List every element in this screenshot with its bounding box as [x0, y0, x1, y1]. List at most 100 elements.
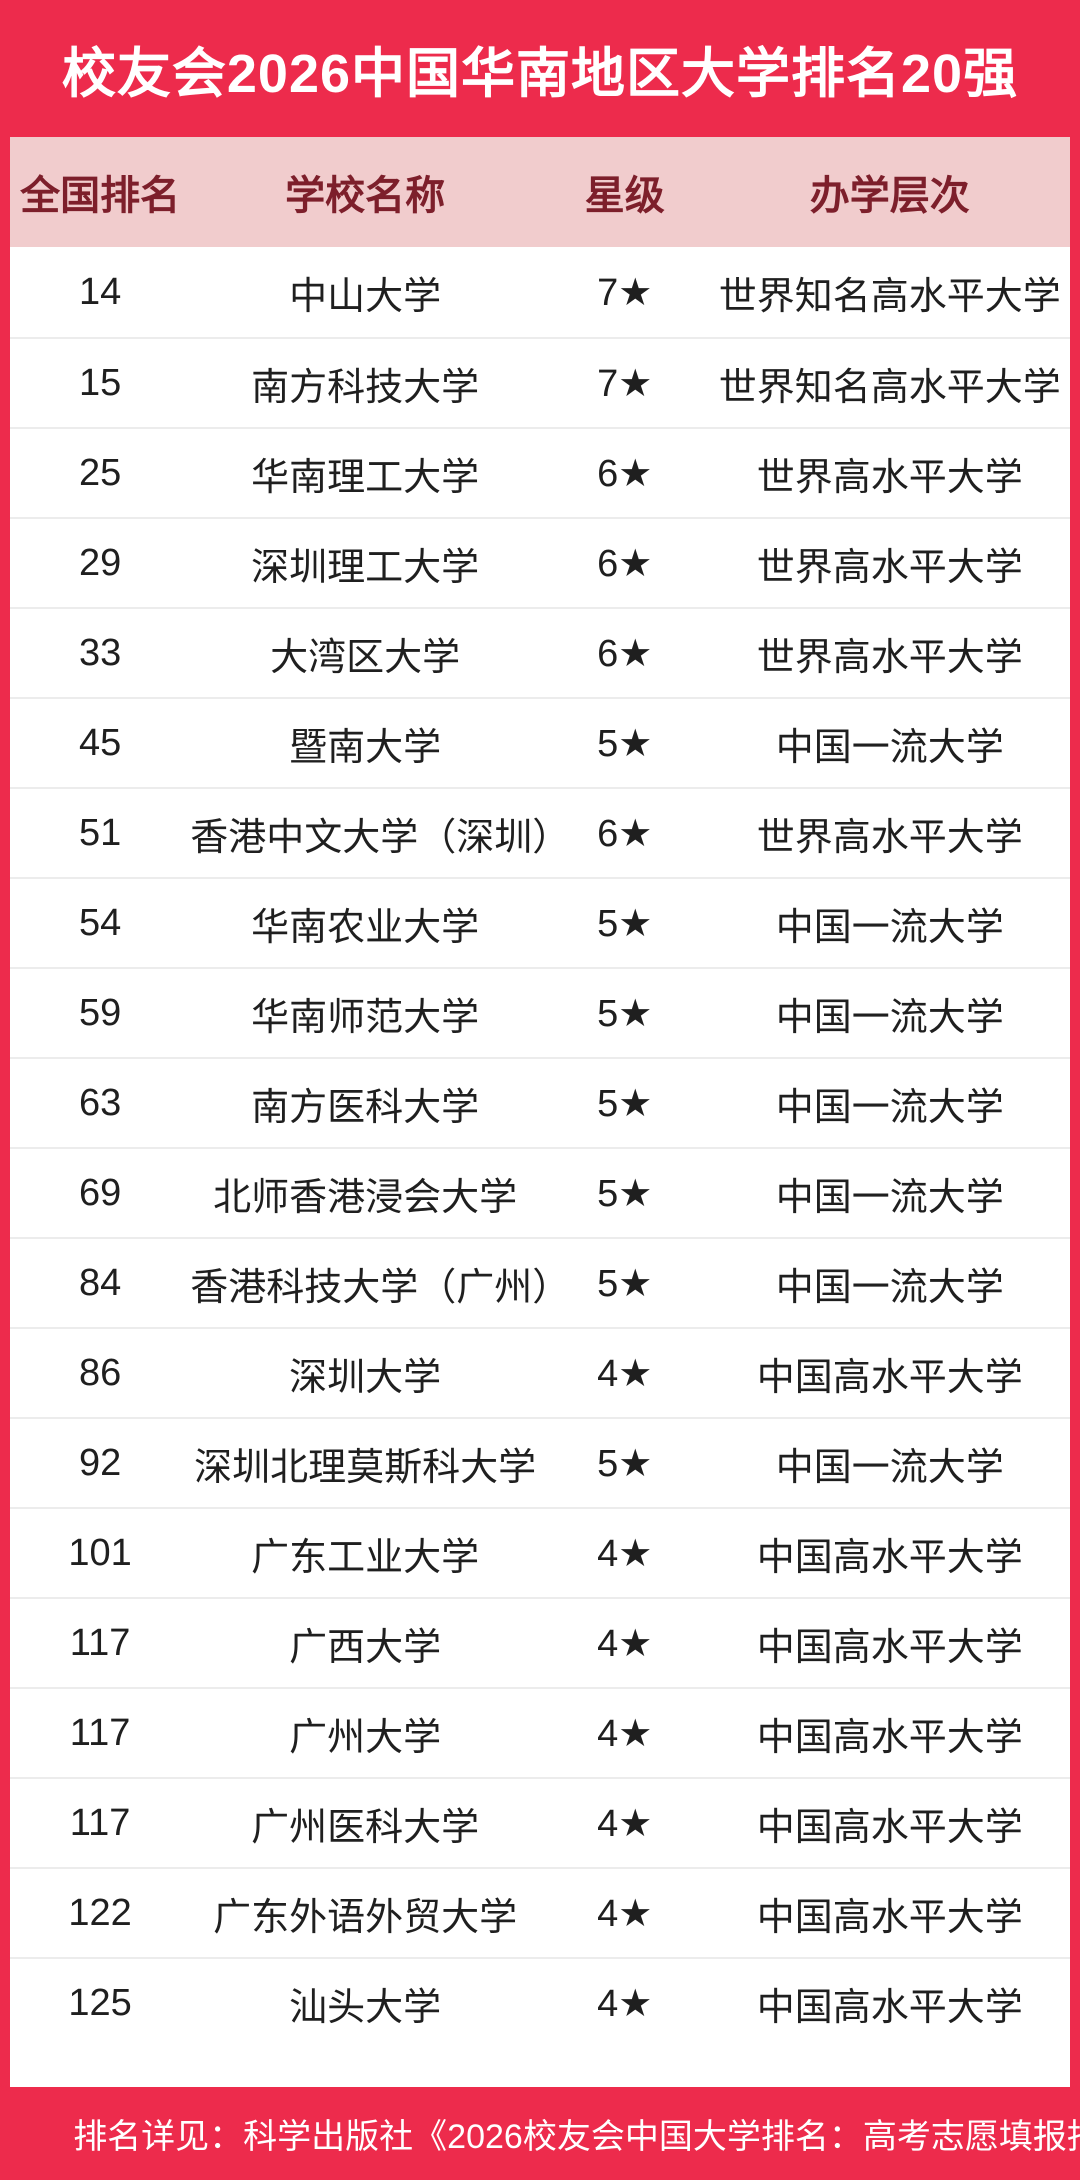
page-title: 校友会2026中国华南地区大学排名20强: [61, 44, 1019, 104]
table-row: 33 大湾区大学 6★ 世界高水平大学: [10, 607, 1070, 697]
table-row: 15 南方科技大学 7★ 世界知名高水平大学: [10, 337, 1070, 427]
star-cell: 5★: [597, 902, 653, 945]
star-cell: 5★: [597, 1082, 653, 1125]
star-cell: 4★: [597, 1352, 653, 1395]
rank-cell: 51: [78, 811, 122, 854]
level-cell: 中国一流大学: [775, 1176, 1004, 1219]
header-star: 星级: [584, 174, 665, 218]
school-name-cell: 广西大学: [289, 1626, 442, 1669]
school-name-cell: 广州医科大学: [251, 1806, 480, 1849]
school-name-cell: 中山大学: [289, 275, 442, 318]
school-name-cell: 深圳大学: [289, 1356, 442, 1399]
level-cell: 世界知名高水平大学: [718, 366, 1061, 409]
star-cell: 5★: [597, 1262, 653, 1305]
footer-banner: 排名详见：科学出版社《2026校友会中国大学排名：高考志愿填报指南》: [0, 2087, 1080, 2180]
table-row: 51 香港中文大学（深圳） 6★ 世界高水平大学: [10, 787, 1070, 877]
level-cell: 中国一流大学: [775, 996, 1004, 1039]
star-cell: 6★: [597, 452, 653, 495]
rank-cell: 54: [78, 901, 122, 944]
table-row: 86 深圳大学 4★ 中国高水平大学: [10, 1327, 1070, 1417]
rank-cell: 117: [69, 1801, 131, 1844]
school-name-cell: 华南农业大学: [251, 906, 480, 949]
table-row: 54 华南农业大学 5★ 中国一流大学: [10, 877, 1070, 967]
level-cell: 世界高水平大学: [756, 456, 1023, 499]
level-cell: 中国一流大学: [775, 1086, 1004, 1129]
school-name-cell: 北师香港浸会大学: [213, 1176, 518, 1219]
ranking-table: 全国排名 学校名称 星级 办学层次 14 中山大学 7★ 世界知名高水平大学 1…: [10, 137, 1070, 2087]
rank-cell: 63: [78, 1081, 122, 1124]
table-row: 69 北师香港浸会大学 5★ 中国一流大学: [10, 1147, 1070, 1237]
table-body: 14 中山大学 7★ 世界知名高水平大学 15 南方科技大学 7★ 世界知名高水…: [10, 247, 1070, 2047]
rank-cell: 15: [78, 361, 122, 404]
school-name-cell: 华南理工大学: [251, 456, 480, 499]
school-name-cell: 广东外语外贸大学: [213, 1896, 518, 1939]
table-row: 59 华南师范大学 5★ 中国一流大学: [10, 967, 1070, 1057]
table-row: 63 南方医科大学 5★ 中国一流大学: [10, 1057, 1070, 1147]
rank-cell: 125: [68, 1981, 132, 2024]
header-level: 办学层次: [809, 174, 970, 218]
school-name-cell: 暨南大学: [289, 726, 442, 769]
level-cell: 中国一流大学: [775, 1266, 1004, 1309]
table-row: 122 广东外语外贸大学 4★ 中国高水平大学: [10, 1867, 1070, 1957]
star-cell: 4★: [597, 1802, 653, 1845]
table-row: 117 广州医科大学 4★ 中国高水平大学: [10, 1777, 1070, 1867]
rank-cell: 25: [78, 451, 122, 494]
star-cell: 4★: [597, 1622, 653, 1665]
rank-cell: 29: [78, 541, 122, 584]
star-cell: 5★: [597, 722, 653, 765]
level-cell: 中国高水平大学: [756, 1896, 1023, 1939]
table-row: 101 广东工业大学 4★ 中国高水平大学: [10, 1507, 1070, 1597]
star-cell: 6★: [597, 632, 653, 675]
rank-cell: 45: [78, 721, 122, 764]
header-school: 学校名称: [285, 174, 446, 218]
level-cell: 中国高水平大学: [756, 1806, 1023, 1849]
table-row: 45 暨南大学 5★ 中国一流大学: [10, 697, 1070, 787]
level-cell: 中国一流大学: [775, 1446, 1004, 1489]
level-cell: 世界高水平大学: [756, 546, 1023, 589]
school-name-cell: 香港中文大学（深圳）: [190, 816, 571, 859]
rank-cell: 86: [78, 1351, 122, 1394]
school-name-cell: 汕头大学: [289, 1986, 442, 2029]
rank-cell: 117: [69, 1621, 131, 1664]
level-cell: 世界高水平大学: [756, 636, 1023, 679]
table-row: 125 汕头大学 4★ 中国高水平大学: [10, 1957, 1070, 2047]
school-name-cell: 华南师范大学: [251, 996, 480, 1039]
star-cell: 4★: [597, 1892, 653, 1935]
school-name-cell: 广东工业大学: [251, 1536, 480, 1579]
school-name-cell: 香港科技大学（广州）: [190, 1266, 571, 1309]
school-name-cell: 深圳北理莫斯科大学: [194, 1446, 537, 1489]
table-row: 14 中山大学 7★ 世界知名高水平大学: [10, 247, 1070, 337]
level-cell: 中国高水平大学: [756, 1356, 1023, 1399]
title-banner: 校友会2026中国华南地区大学排名20强: [0, 0, 1080, 137]
school-name-cell: 南方科技大学: [251, 366, 480, 409]
level-cell: 中国一流大学: [775, 906, 1004, 949]
star-cell: 7★: [597, 271, 653, 314]
star-cell: 4★: [597, 1712, 653, 1755]
star-cell: 5★: [597, 1172, 653, 1215]
school-name-cell: 大湾区大学: [270, 636, 461, 679]
level-cell: 世界知名高水平大学: [718, 275, 1061, 318]
rank-cell: 69: [78, 1171, 122, 1214]
rank-cell: 101: [68, 1531, 132, 1574]
school-name-cell: 南方医科大学: [251, 1086, 480, 1129]
rank-cell: 59: [78, 991, 122, 1034]
table-row: 117 广州大学 4★ 中国高水平大学: [10, 1687, 1070, 1777]
table-row: 29 深圳理工大学 6★ 世界高水平大学: [10, 517, 1070, 607]
rank-cell: 33: [78, 631, 122, 674]
rank-cell: 84: [78, 1261, 122, 1304]
rank-cell: 14: [78, 270, 122, 313]
table-row: 25 华南理工大学 6★ 世界高水平大学: [10, 427, 1070, 517]
header-rank: 全国排名: [20, 174, 181, 218]
level-cell: 中国高水平大学: [756, 1986, 1023, 2029]
level-cell: 中国高水平大学: [756, 1716, 1023, 1759]
rank-cell: 122: [68, 1891, 132, 1934]
school-name-cell: 深圳理工大学: [251, 546, 480, 589]
rank-cell: 117: [69, 1711, 131, 1754]
level-cell: 中国高水平大学: [756, 1536, 1023, 1579]
table-row: 92 深圳北理莫斯科大学 5★ 中国一流大学: [10, 1417, 1070, 1507]
star-cell: 5★: [597, 1442, 653, 1485]
star-cell: 6★: [597, 812, 653, 855]
table-row: 84 香港科技大学（广州） 5★ 中国一流大学: [10, 1237, 1070, 1327]
star-cell: 6★: [597, 542, 653, 585]
